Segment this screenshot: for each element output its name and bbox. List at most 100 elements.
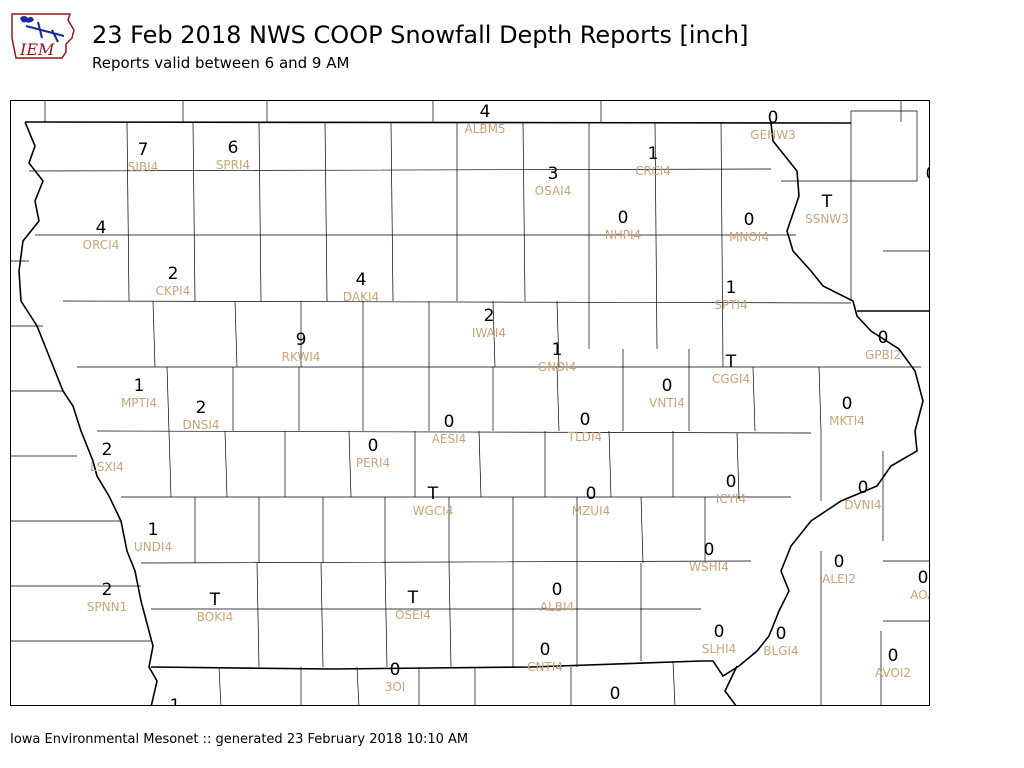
station-value: 2 [196, 398, 207, 418]
station-value: T [407, 588, 419, 608]
station-id-label: MKTI4 [829, 414, 865, 428]
station-value: 0 [540, 640, 551, 660]
station-id-label: GEHW3 [750, 128, 795, 142]
iem-logo-text: IEM [19, 40, 55, 59]
station-value: 2 [484, 306, 495, 326]
station-value: 0 [878, 328, 889, 348]
station-value: 0 [926, 164, 930, 184]
station-plots: 4ALBM50GEHW37SIBI46SPRI41CRCI43OSAI40NHP… [83, 102, 930, 706]
state-borders [18, 121, 929, 705]
station-id-label: DNSI4 [182, 418, 219, 432]
station-value: 0 [580, 410, 591, 430]
station-value: 9 [296, 330, 307, 350]
station-id-label: SPTI4 [714, 298, 747, 312]
station-value: T [427, 484, 439, 504]
station-value: 0 [610, 684, 621, 704]
station-value: 0 [552, 580, 563, 600]
station-value: 0 [390, 660, 401, 680]
station-id-label: AOA [910, 588, 930, 602]
station-id-label: MPTI4 [121, 396, 157, 410]
station-id-label: SSNW3 [805, 212, 849, 226]
station-value: 0 [726, 472, 737, 492]
station-value: 3 [548, 164, 559, 184]
station-id-label: RKWI4 [282, 350, 321, 364]
station-value: 0 [768, 108, 779, 128]
station-value: T [725, 352, 737, 372]
station-id-label: GNDI4 [538, 360, 577, 374]
iem-logo: IEM [11, 13, 75, 59]
station-value: 4 [356, 270, 367, 290]
station-id-label: ALBI4 [540, 600, 574, 614]
station-value: 0 [444, 412, 455, 432]
station-id-label: NHPI4 [605, 228, 641, 242]
station-id-label: CNTI4 [527, 660, 563, 674]
station-value: 4 [96, 218, 107, 238]
county-lines [11, 101, 929, 705]
station-value: 1 [552, 340, 563, 360]
station-value: 0 [714, 622, 725, 642]
station-id-label: TLDI4 [567, 430, 602, 444]
station-id-label: ORCI4 [83, 238, 120, 252]
station-id-label: BLGI4 [763, 644, 798, 658]
page-subtitle: Reports valid between 6 and 9 AM [92, 54, 350, 72]
station-id-label: CRCI4 [635, 164, 671, 178]
station-value: T [821, 192, 833, 212]
station-id-label: LSXI4 [90, 460, 124, 474]
snowfall-map: 4 ALBM5 0 GEHW3 7 SIBI4 6 SPRI4 1 CRCI4 3 OSAI4 0 NHP… [10, 100, 930, 706]
station-value: 2 [168, 264, 179, 284]
station-id-label: ALBM5 [464, 122, 505, 136]
station-value: 1 [648, 144, 659, 164]
station-value: 2 [102, 440, 113, 460]
station-id-label: DOWM7 [591, 704, 640, 706]
station-value: 0 [704, 540, 715, 560]
station-id-label: VNTI4 [649, 396, 685, 410]
map-svg: 4ALBM50GEHW37SIBI46SPRI41CRCI43OSAI40NHP… [11, 101, 930, 706]
station-id-label: OSAI4 [535, 184, 572, 198]
station-id-label: ICYI4 [716, 492, 746, 506]
station-id-label: IWAI4 [472, 326, 506, 340]
station-id-label: MNOI4 [729, 230, 769, 244]
station-value: 1 [170, 696, 181, 706]
station-value: 0 [586, 484, 597, 504]
station-value: 0 [834, 552, 845, 572]
station-id-label: DVNI4 [844, 498, 881, 512]
station-id-label: PERI4 [356, 456, 390, 470]
station-value: 1 [134, 376, 145, 396]
station-value: 0 [888, 646, 899, 666]
station-value: 0 [918, 568, 929, 588]
station-id-label: SIBI4 [128, 160, 159, 174]
iowa-outline-icon [11, 13, 75, 59]
station-value: 1 [148, 520, 159, 540]
station-id-label: SLHI4 [702, 642, 737, 656]
station-id-label: WSHI4 [689, 560, 729, 574]
station-id-label: AVOI2 [875, 666, 911, 680]
station-id-label: SPRI4 [216, 158, 250, 172]
station-id-label: CKPI4 [156, 284, 191, 298]
station-value: 0 [842, 394, 853, 414]
station-value: 0 [662, 376, 673, 396]
station-id-label: BOKI4 [197, 610, 234, 624]
station-value: 0 [776, 624, 787, 644]
station-id-label: WGCI4 [413, 504, 454, 518]
station-value: 7 [138, 140, 149, 160]
station-id-label: GPBI2 [865, 348, 901, 362]
station-id-label: ALEI2 [822, 572, 856, 586]
station-id-label: AESI4 [432, 432, 467, 446]
station-id-label: CGGI4 [712, 372, 750, 386]
station-value: 0 [368, 436, 379, 456]
station-id-label: MZUI4 [572, 504, 611, 518]
station-value: 6 [228, 138, 239, 158]
station-value: 1 [726, 278, 737, 298]
cloud-icon [20, 16, 34, 23]
station-value: T [209, 590, 221, 610]
station-value: 0 [618, 208, 629, 228]
station-id-label: UNDI4 [134, 540, 172, 554]
station-value: 0 [744, 210, 755, 230]
page-title: 23 Feb 2018 NWS COOP Snowfall Depth Repo… [92, 21, 749, 49]
station-id-label: DAKI4 [343, 290, 379, 304]
station-value: 2 [102, 580, 113, 600]
station-id-label: 3OI [385, 680, 406, 694]
footer-credit: Iowa Environmental Mesonet :: generated … [10, 732, 469, 747]
station-value: 4 [480, 102, 491, 122]
station-id-label: SPNN1 [87, 600, 127, 614]
